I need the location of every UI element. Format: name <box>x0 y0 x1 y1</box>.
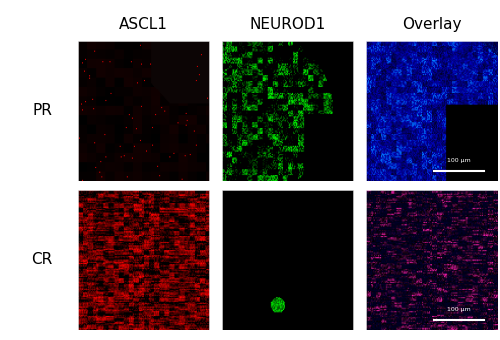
Text: CR: CR <box>31 252 52 267</box>
Text: PR: PR <box>32 103 52 118</box>
Text: ASCL1: ASCL1 <box>119 17 168 32</box>
Text: 100 μm: 100 μm <box>448 158 471 163</box>
Text: NEUROD1: NEUROD1 <box>250 17 326 32</box>
Text: Overlay: Overlay <box>402 17 462 32</box>
Text: 100 μm: 100 μm <box>448 307 471 311</box>
